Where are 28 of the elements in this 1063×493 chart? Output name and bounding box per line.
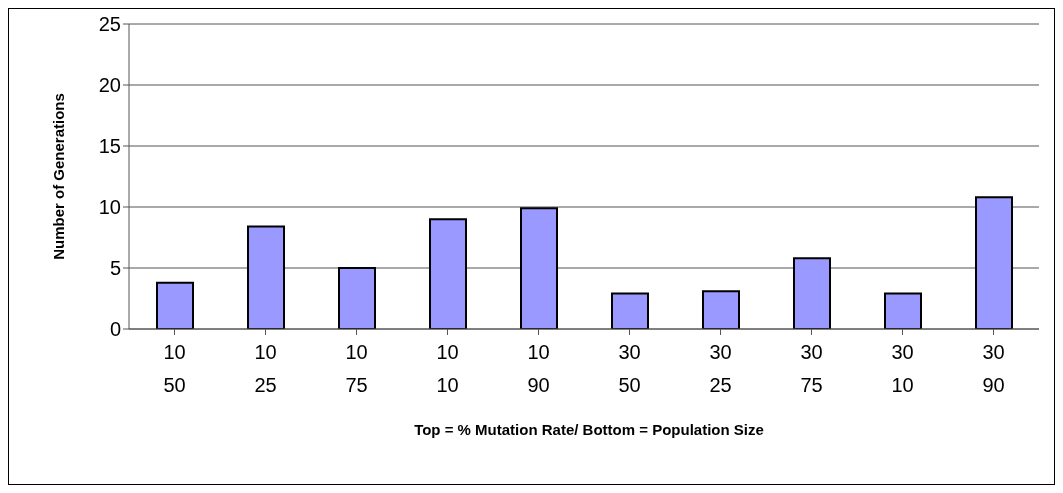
x-tick-label: 30 25 xyxy=(709,341,732,396)
y-tick-label: 0 xyxy=(109,318,121,341)
x-tick-label: 30 90 xyxy=(982,341,1005,396)
bar xyxy=(975,196,1013,329)
x-tick-label: 10 90 xyxy=(527,341,550,396)
bar xyxy=(611,292,649,329)
x-tick-label: 30 75 xyxy=(800,341,823,396)
x-tick-label: 30 10 xyxy=(891,341,914,396)
y-tick-label: 5 xyxy=(109,257,121,280)
y-tick-label: 20 xyxy=(98,74,121,97)
y-axis-title: Number of Generations xyxy=(50,93,68,260)
x-tick-label: 10 50 xyxy=(163,341,186,396)
y-tick-label: 25 xyxy=(98,13,121,36)
x-tick-label: 10 75 xyxy=(345,341,368,396)
bar xyxy=(702,290,740,329)
bar xyxy=(884,292,922,329)
y-tick-label: 10 xyxy=(98,196,121,219)
bar xyxy=(520,207,558,329)
x-tick-label: 10 25 xyxy=(254,341,277,396)
bar xyxy=(338,267,376,329)
x-tick-label: 10 10 xyxy=(436,341,459,396)
x-axis-title: Top = % Mutation Rate/ Bottom = Population Size xyxy=(413,421,765,438)
y-tick-label: 15 xyxy=(98,135,121,158)
bar xyxy=(247,225,285,329)
x-tick-label: 30 50 xyxy=(618,341,641,396)
bar xyxy=(793,257,831,329)
bar xyxy=(429,218,467,329)
bar xyxy=(156,281,194,329)
